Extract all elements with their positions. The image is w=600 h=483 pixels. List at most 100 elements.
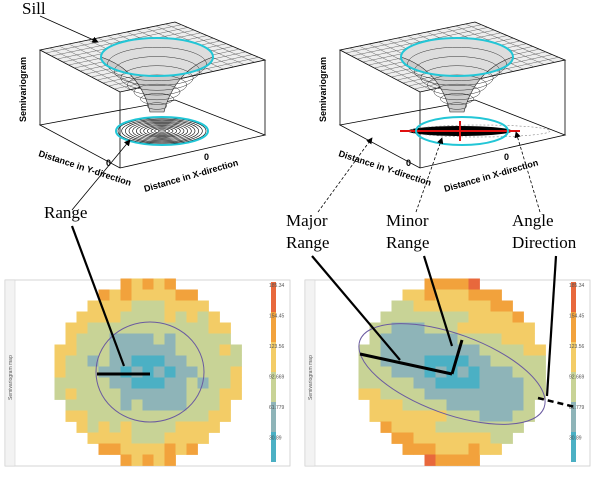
map-cell — [446, 421, 458, 433]
map-cell — [402, 388, 414, 400]
map-cell — [457, 289, 469, 301]
range-ring — [115, 116, 209, 146]
map-cell — [76, 388, 88, 400]
z-axis-label: Semivariogram — [318, 57, 328, 122]
map-cell — [142, 388, 154, 400]
map-cell — [468, 366, 480, 378]
map-cell — [98, 289, 110, 301]
colorbar-label: 154.45 — [569, 314, 585, 320]
map-cell — [435, 443, 447, 455]
map-cell — [186, 300, 198, 312]
pointer — [39, 15, 99, 43]
map-cell — [446, 355, 458, 367]
angle-line — [537, 396, 576, 409]
colorbar-label: 154.45 — [269, 314, 285, 320]
map-cell — [120, 300, 132, 312]
map-cell — [120, 333, 132, 345]
map-cell — [512, 366, 524, 378]
map-cell — [219, 399, 231, 411]
map-cell — [501, 410, 513, 422]
map-cell — [413, 333, 425, 345]
map-cell — [175, 344, 187, 356]
map-cell — [523, 322, 535, 334]
map-cell — [98, 421, 110, 433]
map-cell — [98, 333, 110, 345]
map-cell — [142, 421, 154, 433]
map-cell — [512, 311, 524, 323]
map-cell — [208, 366, 220, 378]
map-cell — [402, 366, 414, 378]
mesh-line — [465, 23, 555, 63]
map-cell — [391, 388, 403, 400]
range-ellipse — [95, 321, 205, 423]
map-cell — [186, 289, 198, 301]
map-cell — [109, 443, 121, 455]
map-cell — [208, 399, 220, 411]
map-cell — [164, 388, 176, 400]
map-cell — [175, 388, 187, 400]
range-ellipse — [358, 323, 546, 425]
map-cell — [65, 344, 77, 356]
map-cell — [65, 355, 77, 367]
map-cell — [153, 443, 165, 455]
pointer — [70, 225, 126, 367]
colorbar-label: 185.34 — [269, 283, 285, 289]
contour — [150, 127, 174, 135]
map-cell — [391, 377, 403, 389]
map-cell — [120, 289, 132, 301]
map-cell — [512, 410, 524, 422]
map-cell — [131, 322, 143, 334]
map-cell — [131, 454, 143, 466]
map-cell — [208, 333, 220, 345]
map-cell — [175, 322, 187, 334]
funnel-opening — [101, 38, 213, 76]
map-cell — [402, 344, 414, 356]
map-cell — [153, 388, 165, 400]
map-cell — [468, 432, 480, 444]
map-cell — [501, 388, 513, 400]
map-cell — [358, 388, 370, 400]
map-cell — [402, 377, 414, 389]
map-cell — [153, 377, 165, 389]
map-cell — [76, 366, 88, 378]
map-cell — [98, 311, 110, 323]
contour — [132, 122, 192, 140]
map-cell — [98, 366, 110, 378]
map-cell — [457, 388, 469, 400]
map-cell — [65, 333, 77, 345]
colorbar-label: 61.779 — [569, 405, 585, 411]
map-cell — [369, 322, 381, 334]
map-cell — [501, 300, 513, 312]
map-cell — [131, 333, 143, 345]
map-cell — [131, 278, 143, 290]
map-cell — [435, 333, 447, 345]
map-cell — [175, 432, 187, 444]
map-cell — [197, 432, 209, 444]
map-cell — [120, 311, 132, 323]
map-cell — [142, 377, 154, 389]
tick-label: 0 — [106, 158, 111, 168]
map-cell — [197, 300, 209, 312]
map-cell — [87, 432, 99, 444]
map-cell — [446, 344, 458, 356]
map-cell — [87, 410, 99, 422]
map-cell — [186, 366, 198, 378]
map-cell — [435, 388, 447, 400]
map-cell — [109, 311, 121, 323]
map-cell — [98, 344, 110, 356]
map-cell — [479, 432, 491, 444]
map-cell — [468, 322, 480, 334]
contour — [128, 120, 196, 142]
map-cell — [164, 410, 176, 422]
map-cell — [131, 377, 143, 389]
contour — [139, 124, 185, 138]
funnel-ring — [113, 56, 201, 86]
map-cell — [230, 355, 242, 367]
map-cell — [479, 388, 491, 400]
contour — [409, 124, 551, 138]
map-cell — [369, 355, 381, 367]
map-cell — [380, 344, 392, 356]
map-cell — [534, 388, 546, 400]
map-cell — [153, 311, 165, 323]
